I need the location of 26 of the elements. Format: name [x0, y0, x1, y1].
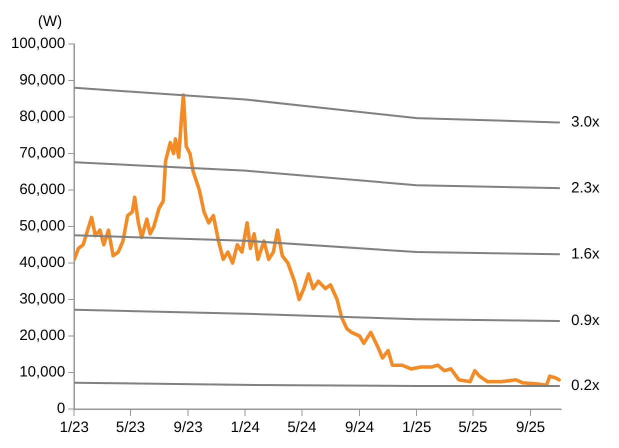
y-tick-label: 60,000 — [19, 181, 66, 198]
series-label: 0.9x — [571, 312, 600, 330]
y-tick-label: 0 — [56, 400, 66, 418]
x-tick-label: 1/23 — [60, 419, 89, 436]
y-tick-label: 50,000 — [19, 218, 66, 235]
x-tick-label: 9/23 — [173, 419, 203, 436]
x-tick-label: 9/25 — [516, 419, 546, 436]
y-tick-label: 80,000 — [19, 108, 66, 126]
y-tick-label: 40,000 — [19, 254, 66, 272]
series-label: 3.0x — [571, 114, 600, 131]
x-tick-label: 1/24 — [230, 419, 260, 436]
x-tick-label: 5/25 — [458, 419, 488, 436]
series-label: 1.6x — [571, 245, 600, 262]
y-tick-label: 20,000 — [19, 327, 66, 344]
y-tick-label: 90,000 — [19, 72, 66, 89]
y-tick-label: 100,000 — [10, 35, 66, 52]
y-tick-label: 30,000 — [19, 290, 66, 308]
x-tick-label: 9/24 — [344, 419, 374, 436]
x-tick-label: 1/25 — [402, 419, 432, 436]
x-tick-label: 5/23 — [116, 419, 146, 436]
y-tick-label: 10,000 — [19, 364, 66, 381]
y-axis-title: (W) — [38, 13, 62, 30]
y-tick-label: 70,000 — [19, 144, 66, 162]
series-label: 2.3x — [571, 179, 600, 196]
series-label: 0.2x — [571, 377, 600, 394]
x-tick-label: 5/24 — [287, 419, 317, 436]
